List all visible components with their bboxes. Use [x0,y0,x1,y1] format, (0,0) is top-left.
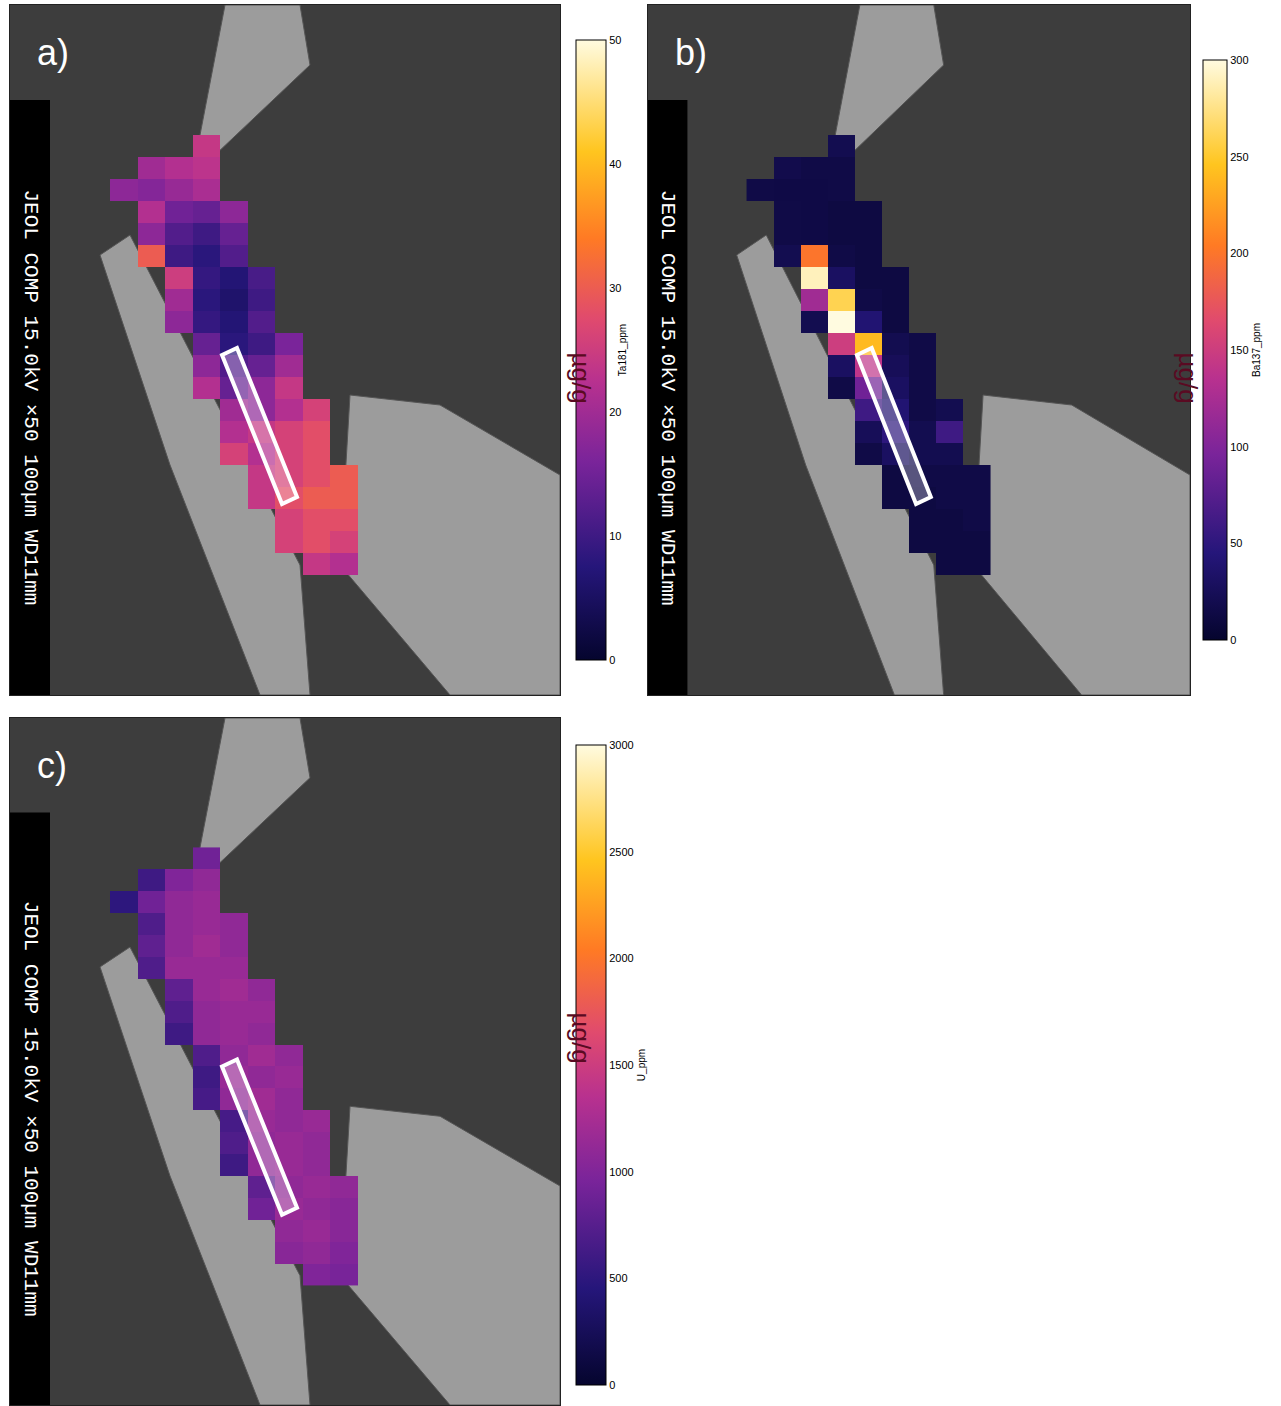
svg-text:Ta181_ppm: Ta181_ppm [617,324,628,376]
svg-text:c): c) [37,745,67,786]
svg-text:µg/g: µg/g [1173,353,1203,404]
svg-text:500: 500 [609,1272,627,1284]
svg-text:3000: 3000 [609,739,633,751]
svg-text:300: 300 [1230,54,1248,66]
svg-text:JEOL COMP 15.0kV ×50 100µm WD1: JEOL COMP 15.0kV ×50 100µm WD11mm [19,901,42,1317]
svg-text:µg/g: µg/g [566,353,596,404]
svg-text:U_ppm: U_ppm [636,1049,647,1081]
svg-text:100: 100 [1230,441,1248,453]
svg-text:0: 0 [609,654,615,666]
svg-text:1500: 1500 [609,1059,633,1071]
svg-text:20: 20 [609,406,621,418]
svg-text:50: 50 [1230,537,1242,549]
svg-text:0: 0 [609,1379,615,1391]
svg-text:40: 40 [609,158,621,170]
svg-text:JEOL COMP 15.0kV ×50 100µm WD1: JEOL COMP 15.0kV ×50 100µm WD11mm [656,190,679,606]
svg-text:a): a) [37,32,69,73]
svg-text:µg/g: µg/g [566,1013,596,1064]
svg-text:50: 50 [609,34,621,46]
svg-text:10: 10 [609,530,621,542]
svg-text:1000: 1000 [609,1166,633,1178]
svg-text:250: 250 [1230,151,1248,163]
svg-text:2000: 2000 [609,952,633,964]
svg-text:Ba137_ppm: Ba137_ppm [1251,323,1262,377]
svg-text:2500: 2500 [609,846,633,858]
svg-text:30: 30 [609,282,621,294]
svg-text:0: 0 [1230,634,1236,646]
svg-text:JEOL COMP 15.0kV ×50 100µm WD1: JEOL COMP 15.0kV ×50 100µm WD11mm [19,190,42,606]
svg-text:150: 150 [1230,344,1248,356]
svg-text:b): b) [675,32,707,73]
svg-text:200: 200 [1230,247,1248,259]
